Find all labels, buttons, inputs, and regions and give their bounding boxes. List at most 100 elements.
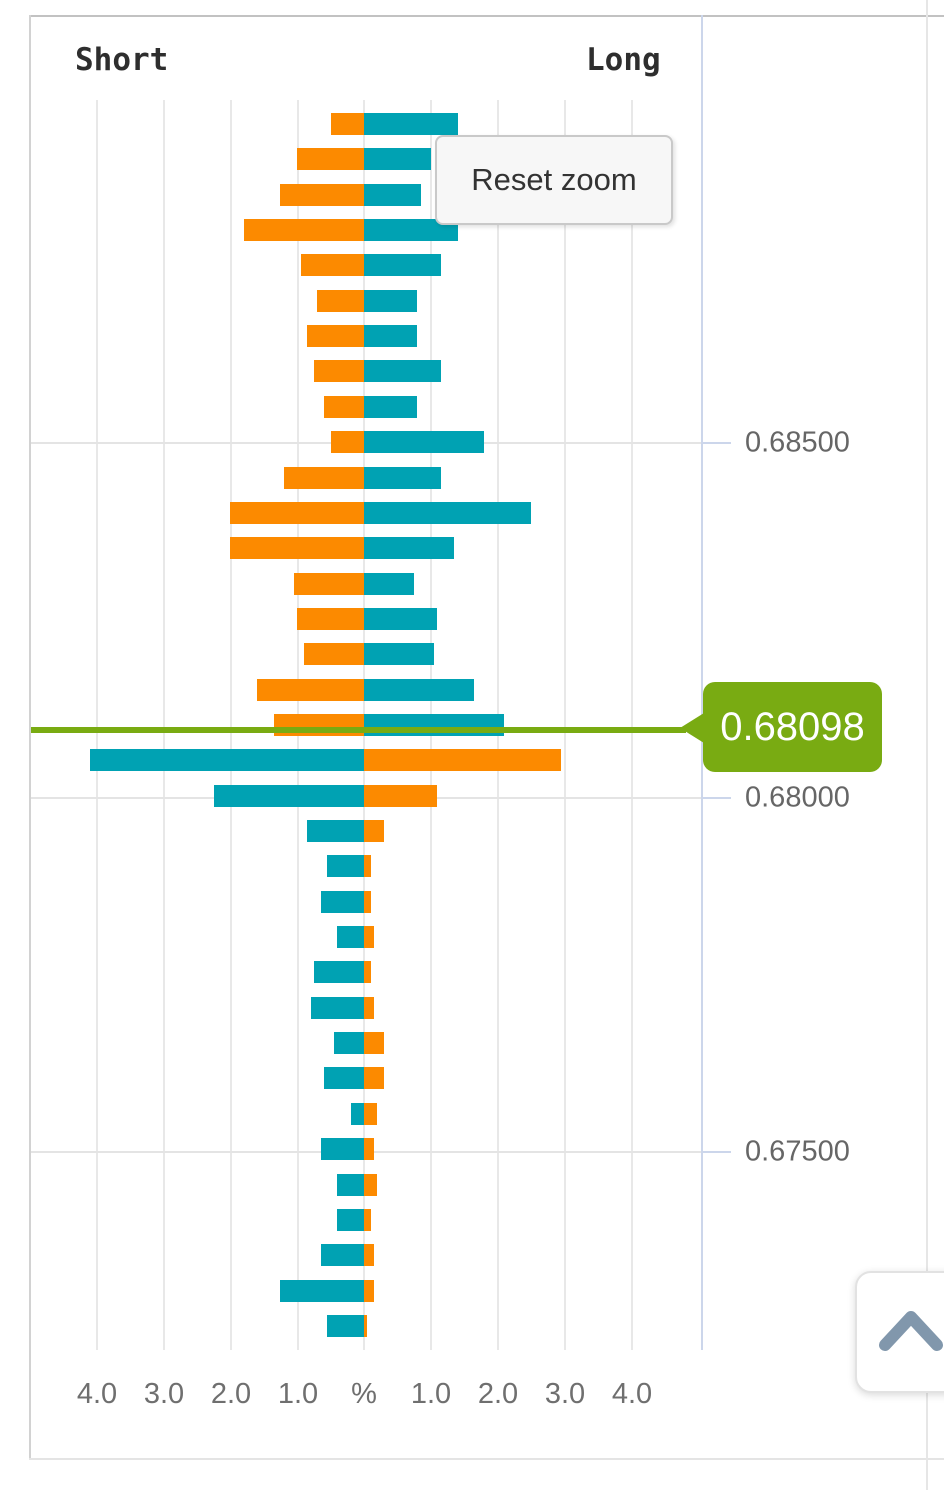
reset-zoom-button[interactable]: Reset zoom xyxy=(435,135,673,225)
price-axis-tick xyxy=(703,442,731,444)
long-bar[interactable] xyxy=(364,961,371,983)
short-bar[interactable] xyxy=(230,537,364,559)
gridline xyxy=(96,100,98,1350)
short-bar[interactable] xyxy=(280,1280,364,1302)
long-column-label: Long xyxy=(586,42,661,78)
long-bar[interactable] xyxy=(364,1174,377,1196)
short-bar[interactable] xyxy=(337,1209,364,1231)
x-tick-label: 3.0 xyxy=(143,1378,185,1410)
long-bar[interactable] xyxy=(364,820,384,842)
long-bar[interactable] xyxy=(364,219,458,241)
long-bar[interactable] xyxy=(364,749,561,771)
short-bar[interactable] xyxy=(311,997,364,1019)
short-bar[interactable] xyxy=(327,1315,364,1337)
long-bar[interactable] xyxy=(364,855,371,877)
gridline xyxy=(564,100,566,1350)
gridline xyxy=(230,100,232,1350)
short-bar[interactable] xyxy=(307,325,364,347)
short-bar[interactable] xyxy=(301,254,364,276)
short-bar[interactable] xyxy=(314,360,364,382)
x-tick-label: 4.0 xyxy=(76,1378,118,1410)
short-bar[interactable] xyxy=(280,184,364,206)
short-bar[interactable] xyxy=(230,502,364,524)
short-bar[interactable] xyxy=(321,891,364,913)
long-bar[interactable] xyxy=(364,997,374,1019)
right-divider-rule xyxy=(926,0,928,1490)
short-bar[interactable] xyxy=(324,396,364,418)
card-bottom-border xyxy=(29,1458,944,1460)
scroll-to-top-button[interactable] xyxy=(855,1271,944,1393)
short-bar[interactable] xyxy=(317,290,364,312)
x-axis-percent-label: % xyxy=(351,1378,377,1410)
long-bar[interactable] xyxy=(364,1032,384,1054)
long-bar[interactable] xyxy=(364,113,458,135)
short-bar[interactable] xyxy=(314,961,364,983)
short-bar[interactable] xyxy=(284,467,364,489)
long-bar[interactable] xyxy=(364,1138,374,1160)
long-bar[interactable] xyxy=(364,891,371,913)
long-bar[interactable] xyxy=(364,254,441,276)
price-tick-label: 0.68000 xyxy=(745,781,850,814)
price-axis-tick xyxy=(703,1151,731,1153)
card-left-border xyxy=(29,15,31,1460)
long-bar[interactable] xyxy=(364,1103,377,1125)
long-bar[interactable] xyxy=(364,537,454,559)
long-bar[interactable] xyxy=(364,1315,367,1337)
long-bar[interactable] xyxy=(364,1280,374,1302)
short-bar[interactable] xyxy=(327,855,364,877)
chevron-up-icon xyxy=(879,1309,943,1356)
short-bar[interactable] xyxy=(337,926,364,948)
short-bar[interactable] xyxy=(214,785,364,807)
short-bar[interactable] xyxy=(321,1244,364,1266)
long-bar[interactable] xyxy=(364,926,374,948)
x-tick-label: 4.0 xyxy=(611,1378,653,1410)
current-price-label: 0.68098 xyxy=(703,682,882,772)
x-tick-label: 2.0 xyxy=(477,1378,519,1410)
short-bar[interactable] xyxy=(257,679,364,701)
card-top-border xyxy=(29,15,944,17)
x-tick-label: 1.0 xyxy=(410,1378,452,1410)
short-bar[interactable] xyxy=(90,749,364,771)
short-bar[interactable] xyxy=(337,1174,364,1196)
long-bar[interactable] xyxy=(364,396,417,418)
long-bar[interactable] xyxy=(364,467,441,489)
long-bar[interactable] xyxy=(364,679,474,701)
short-bar[interactable] xyxy=(294,573,364,595)
price-tick-label: 0.68500 xyxy=(745,426,850,459)
current-price-line xyxy=(31,727,686,733)
long-bar[interactable] xyxy=(364,290,417,312)
long-bar[interactable] xyxy=(364,785,437,807)
long-bar[interactable] xyxy=(364,608,437,630)
long-bar[interactable] xyxy=(364,325,417,347)
current-price-label-notch xyxy=(680,713,704,743)
price-axis-line xyxy=(701,15,703,1350)
long-bar[interactable] xyxy=(364,573,414,595)
long-bar[interactable] xyxy=(364,502,531,524)
short-bar[interactable] xyxy=(331,431,364,453)
short-bar[interactable] xyxy=(324,1067,364,1089)
long-bar[interactable] xyxy=(364,360,441,382)
gridline xyxy=(163,100,165,1350)
long-bar[interactable] xyxy=(364,184,421,206)
short-bar[interactable] xyxy=(307,820,364,842)
long-bar[interactable] xyxy=(364,1067,384,1089)
price-tick-label: 0.67500 xyxy=(745,1135,850,1168)
long-bar[interactable] xyxy=(364,1209,371,1231)
long-bar[interactable] xyxy=(364,148,431,170)
x-tick-label: 3.0 xyxy=(544,1378,586,1410)
short-column-label: Short xyxy=(75,42,169,78)
long-bar[interactable] xyxy=(364,431,484,453)
short-bar[interactable] xyxy=(334,1032,364,1054)
long-bar[interactable] xyxy=(364,1244,374,1266)
short-bar[interactable] xyxy=(244,219,364,241)
short-bar[interactable] xyxy=(297,608,364,630)
short-bar[interactable] xyxy=(304,643,364,665)
short-bar[interactable] xyxy=(331,113,364,135)
short-bar[interactable] xyxy=(297,148,364,170)
short-bar[interactable] xyxy=(351,1103,364,1125)
current-price-value: 0.68098 xyxy=(720,704,865,749)
long-bar[interactable] xyxy=(364,643,434,665)
short-bar[interactable] xyxy=(321,1138,364,1160)
